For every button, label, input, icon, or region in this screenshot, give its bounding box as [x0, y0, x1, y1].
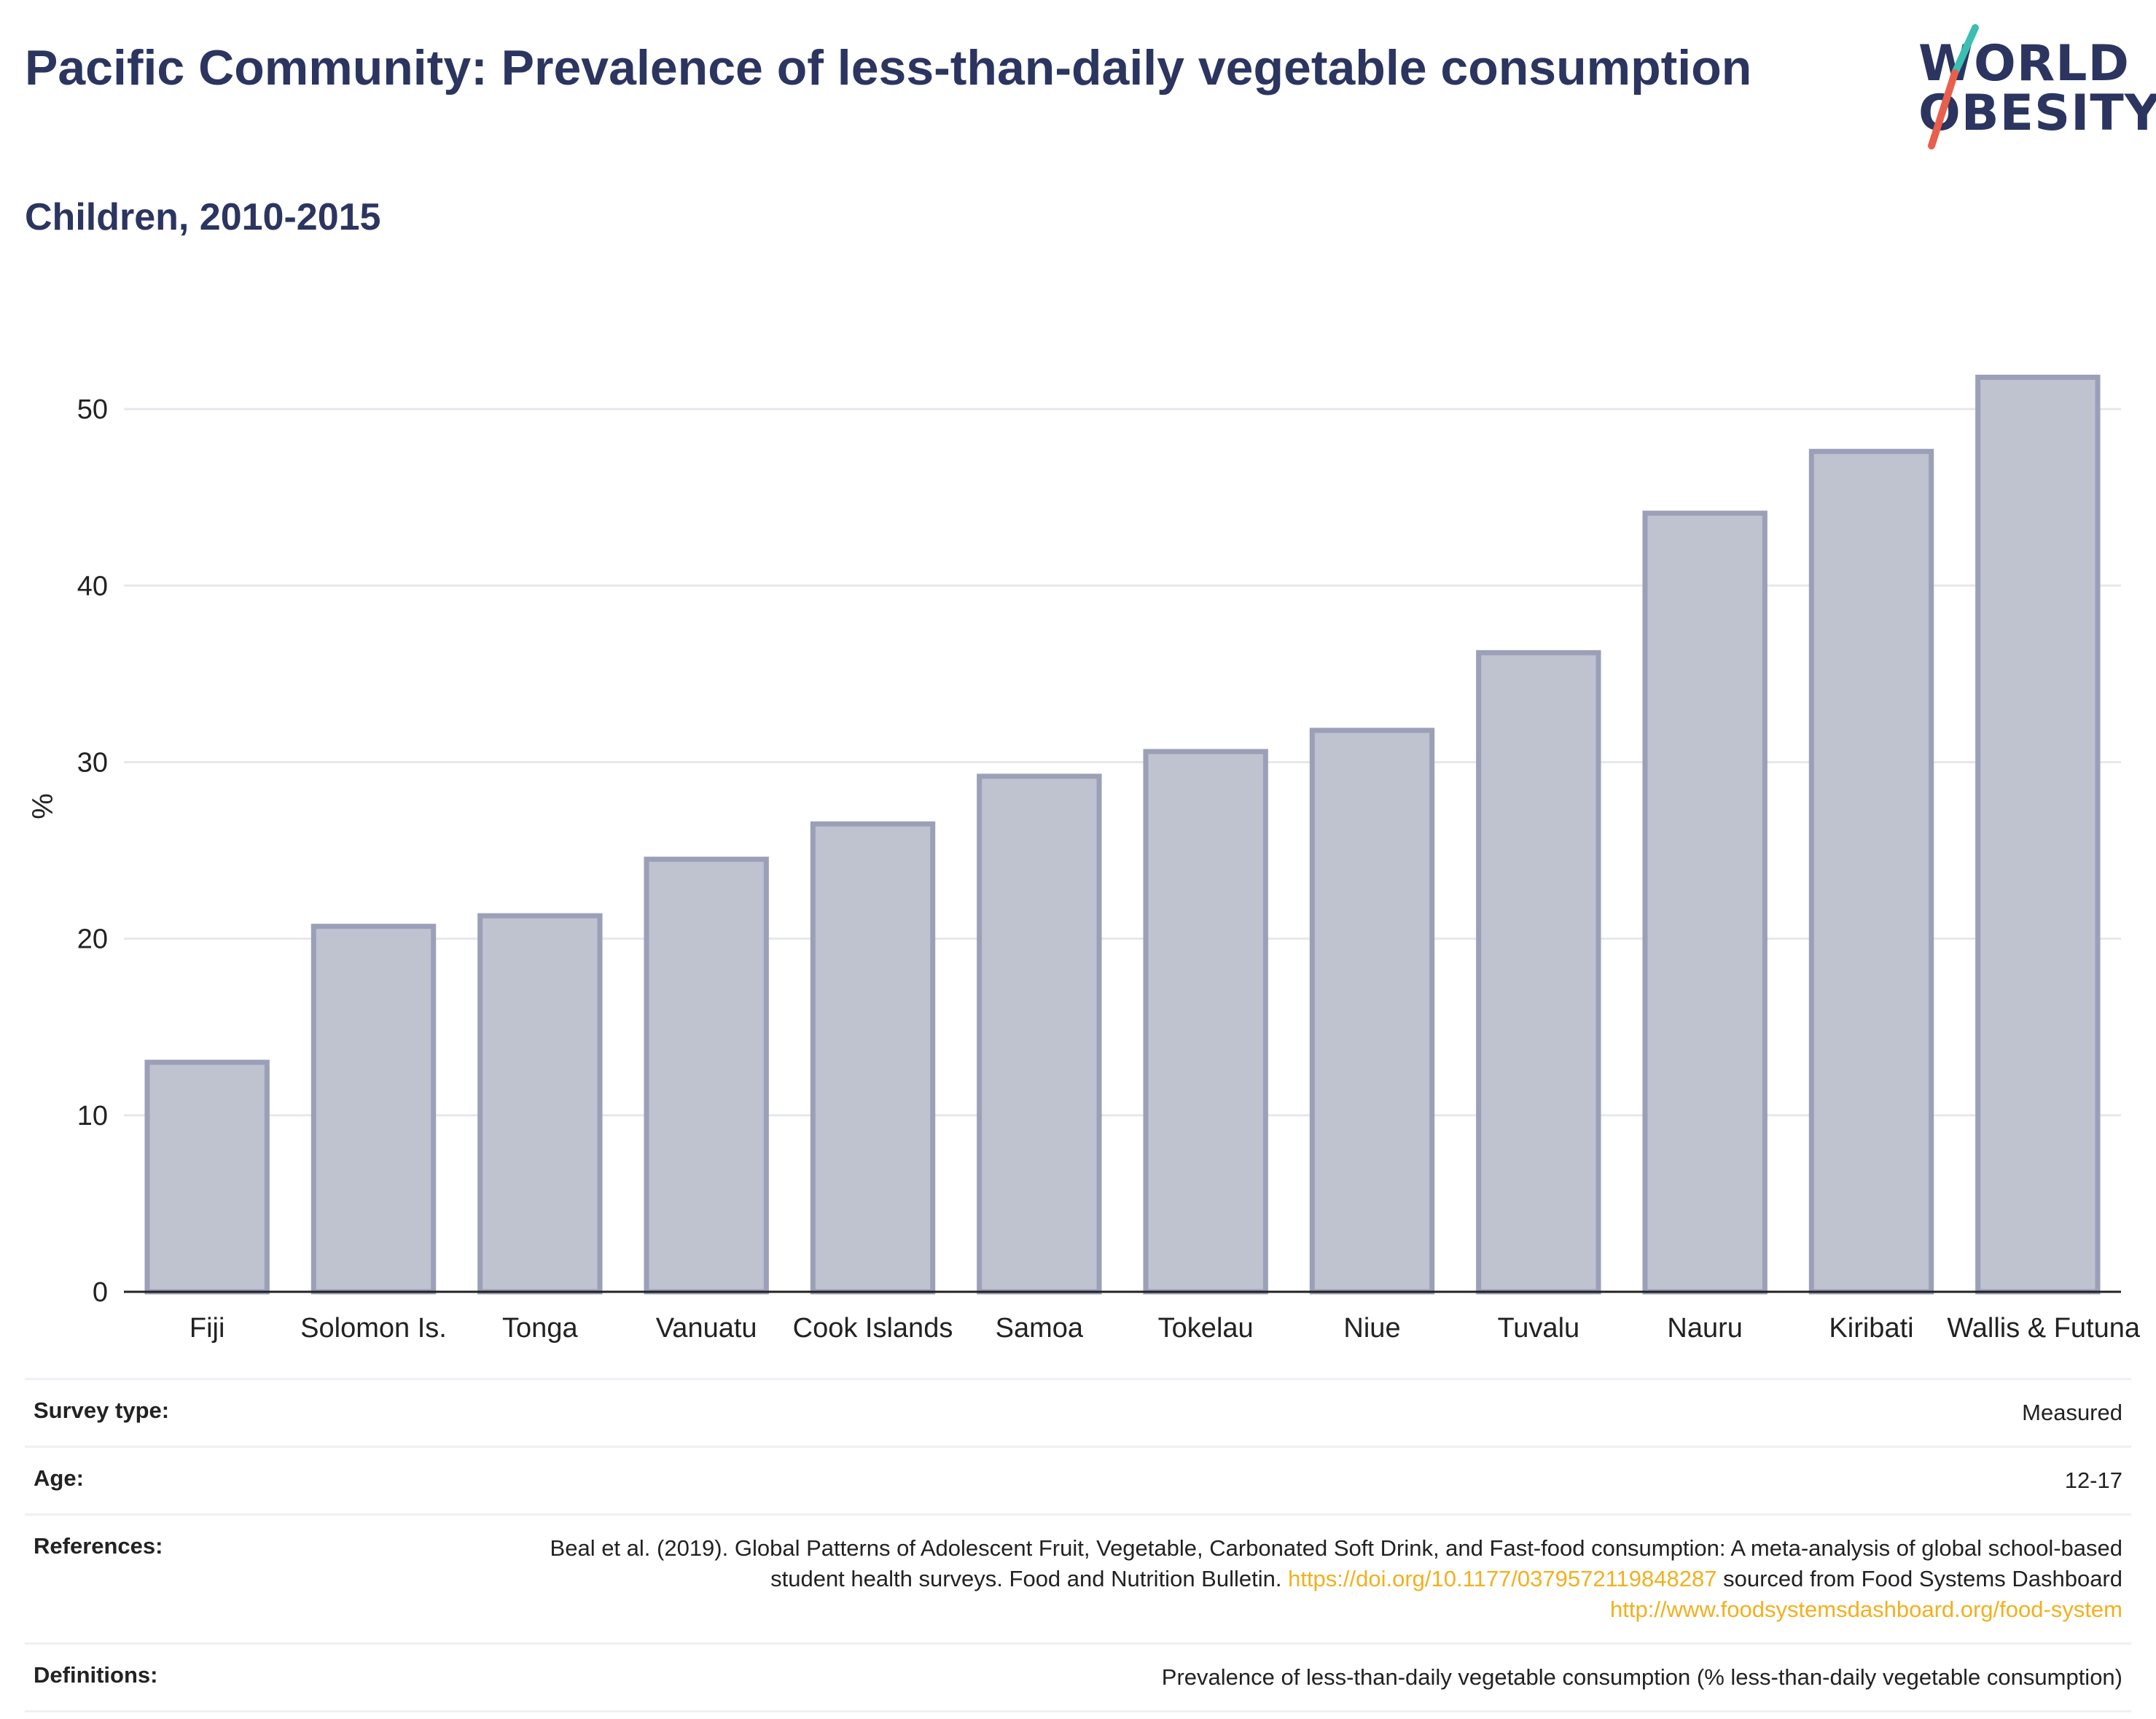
references-value: Beal et al. (2019). Global Patterns of A…	[544, 1533, 2122, 1625]
category-label: Solomon Is.	[300, 1313, 447, 1344]
bars	[144, 374, 2101, 1295]
bar-kiribati	[1808, 448, 1934, 1295]
table-row-age: Age: 12-17	[25, 1446, 2131, 1513]
survey-type-value: Measured	[2022, 1400, 2122, 1425]
grid-lines	[124, 408, 2121, 1117]
logo-slash-icon	[1928, 24, 1979, 149]
category-labels: Fiji Solomon Is. Tonga Vanuatu Cook Islands S…	[190, 1313, 2141, 1344]
food-systems-link[interactable]: http://www.foodsystemsdashboard.org/food…	[1610, 1597, 2122, 1622]
y-tick-labels: 0 10 20 30 40 50	[77, 394, 108, 1308]
category-label: Tokelau	[1158, 1313, 1254, 1344]
references-label: References:	[34, 1533, 163, 1559]
category-label: Tuvalu	[1498, 1313, 1580, 1344]
y-tick-label: 40	[77, 571, 108, 601]
age-value: 12-17	[2064, 1467, 2122, 1493]
category-label: Fiji	[190, 1313, 225, 1344]
chart-subtitle: Children, 2010-2015	[25, 196, 381, 238]
table-row-definitions: Definitions: Prevalence of less-than-dai…	[25, 1642, 2131, 1712]
bar-nauru	[1642, 510, 1768, 1295]
logo-line-2: OBESITY	[1918, 85, 2156, 142]
bar-tonga	[477, 913, 603, 1295]
bar-chart: 0 10 20 30 40 50 Fiji Solomon Is. Tonga Vanuatu C…	[27, 374, 2141, 1344]
chart-title: Pacific Community: Prevalence of less-th…	[25, 40, 1752, 96]
y-tick-label: 20	[77, 924, 108, 955]
y-tick-label: 0	[93, 1277, 108, 1308]
references-text-1: Beal et al. (2019). Global Patterns of A…	[550, 1535, 2122, 1591]
bar-samoa	[977, 773, 1102, 1295]
definitions-value: Prevalence of less-than-daily vegetable …	[1161, 1664, 2122, 1690]
y-tick-label: 50	[77, 394, 108, 425]
age-label: Age:	[34, 1465, 84, 1491]
bar-tokelau	[1143, 749, 1268, 1295]
category-label: Samoa	[996, 1313, 1084, 1344]
bar-niue	[1309, 728, 1435, 1295]
table-row-survey-type: Survey type: Measured	[25, 1378, 2131, 1446]
category-label: Tonga	[502, 1313, 578, 1344]
category-label: Cook Islands	[793, 1313, 953, 1344]
category-label: Kiribati	[1829, 1313, 1913, 1344]
bar-fiji	[144, 1059, 270, 1295]
y-axis-title: %	[27, 793, 59, 819]
bar-solomon-is-	[310, 924, 437, 1295]
references-text-2: sourced from Food Systems Dashboard	[1723, 1566, 2122, 1591]
doi-link[interactable]: https://doi.org/10.1177/0379572119848287	[1288, 1566, 1717, 1591]
definitions-label: Definitions:	[34, 1662, 158, 1688]
category-label: Vanuatu	[656, 1313, 757, 1344]
category-label: Nauru	[1667, 1313, 1743, 1344]
bar-wallis-futuna	[1975, 374, 2101, 1295]
category-label: Wallis & Futuna	[1947, 1313, 2141, 1344]
table-row-references: References: Beal et al. (2019). Global P…	[25, 1513, 2131, 1642]
category-label: Niue	[1343, 1313, 1400, 1344]
world-obesity-logo: WORLD OBESITY	[1895, 22, 2156, 160]
bar-vanuatu	[644, 857, 769, 1295]
y-tick-label: 10	[77, 1101, 108, 1131]
bar-cook-islands	[810, 821, 936, 1295]
info-table: Survey type: Measured Age: 12-17 Referen…	[25, 1378, 2131, 1712]
y-tick-label: 30	[77, 747, 108, 778]
survey-type-label: Survey type:	[34, 1398, 170, 1423]
bar-tuvalu	[1476, 650, 1601, 1295]
